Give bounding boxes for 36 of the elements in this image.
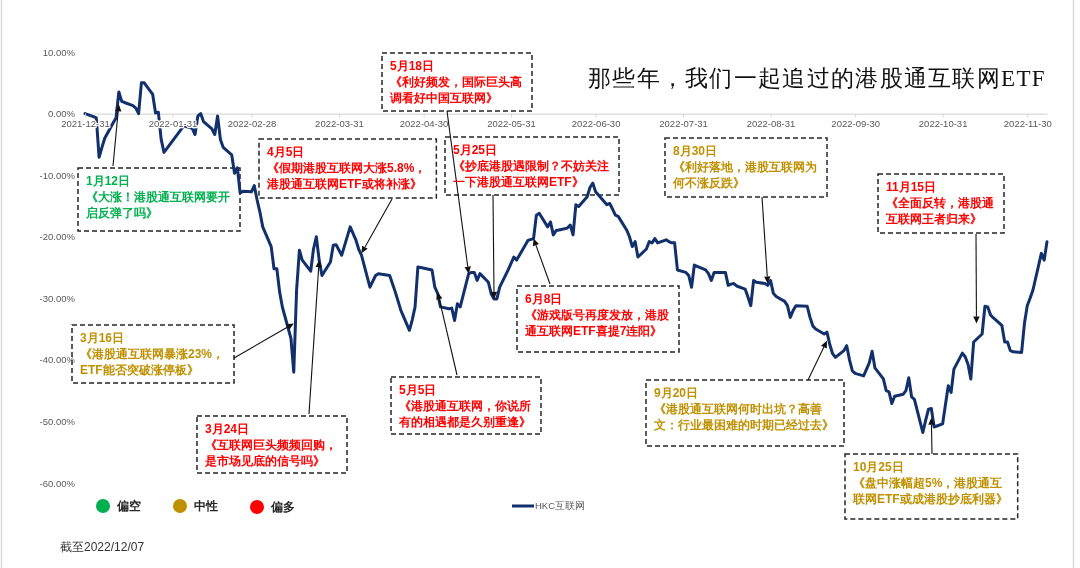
y-tick-label: -50.00%: [39, 415, 76, 427]
x-tick-label: 2022-07-31: [659, 118, 708, 130]
text: 中性: [194, 499, 218, 514]
x-tick-label: 2022-04-30: [399, 118, 449, 130]
y-tick-label: -10.00%: [39, 169, 76, 181]
annotation: 5月18日《利好频发，国际巨头高调看好中国互联网》: [389, 59, 522, 105]
annotation: 11月15日《全面反转，港股通互联网王者归来》: [885, 180, 995, 226]
text: 偏多: [270, 500, 295, 515]
annotation: 3月16日《港股通互联网暴涨23%，ETF能否突破涨停板》: [80, 331, 225, 377]
text: 截至2022/12/07: [60, 540, 145, 554]
annotation: 6月8日《游戏版号再度发放，港股通互联网ETF喜提7连阳》: [524, 292, 670, 338]
legend-label: HKC互联网: [535, 500, 586, 512]
text: 偏空: [116, 499, 141, 514]
x-tick-label: 2022-02-28: [227, 118, 277, 130]
annotation: 4月5日《假期港股互联网大涨5.8%，港股通互联网ETF或将补涨》: [266, 145, 427, 191]
y-tick-label: -60.00%: [39, 477, 76, 489]
annotation: 1月12日《大涨！港股通互联网要开启反弹了吗》: [85, 174, 230, 220]
annotation: 10月25日《盘中涨幅超5%，港股通互联网ETF或成港股抄底利器》: [852, 460, 1008, 506]
x-tick-label: 2022-09-30: [831, 118, 880, 130]
y-tick-label: 0.00%: [48, 108, 76, 120]
annotation: 5月25日《抄底港股遇限制？不妨关注一下港股通互联网ETF》: [453, 143, 609, 189]
y-tick-label: -30.00%: [39, 292, 76, 304]
annotation: 9月20日《港股通互联网何时出坑？高善文：行业最困难的时期已经过去》: [653, 386, 834, 432]
text: 那些年，我们一起追过的港股通互联网ETF: [588, 66, 1046, 91]
annotation: 3月24日《互联网巨头频频回购，是市场见底的信号吗》: [204, 422, 337, 468]
x-tick-label: 2022-11-30: [1003, 118, 1052, 130]
x-tick-label: 2022-03-31: [315, 118, 364, 130]
x-tick-label: 2022-08-31: [746, 118, 796, 130]
annotation: 8月30日《利好落地，港股互联网为何不涨反跌》: [672, 144, 817, 190]
y-tick-label: -20.00%: [39, 231, 76, 243]
y-tick-label: 10.00%: [42, 46, 76, 58]
annotation: 5月5日《港股通互联网，你说所有的相遇都是久别重逢》: [398, 383, 531, 429]
y-tick-label: -40.00%: [39, 354, 76, 366]
x-tick-label: 2022-05-31: [487, 118, 536, 130]
x-tick-label: 2022-06-30: [571, 118, 621, 130]
x-tick-label: 2022-10-31: [918, 118, 968, 130]
